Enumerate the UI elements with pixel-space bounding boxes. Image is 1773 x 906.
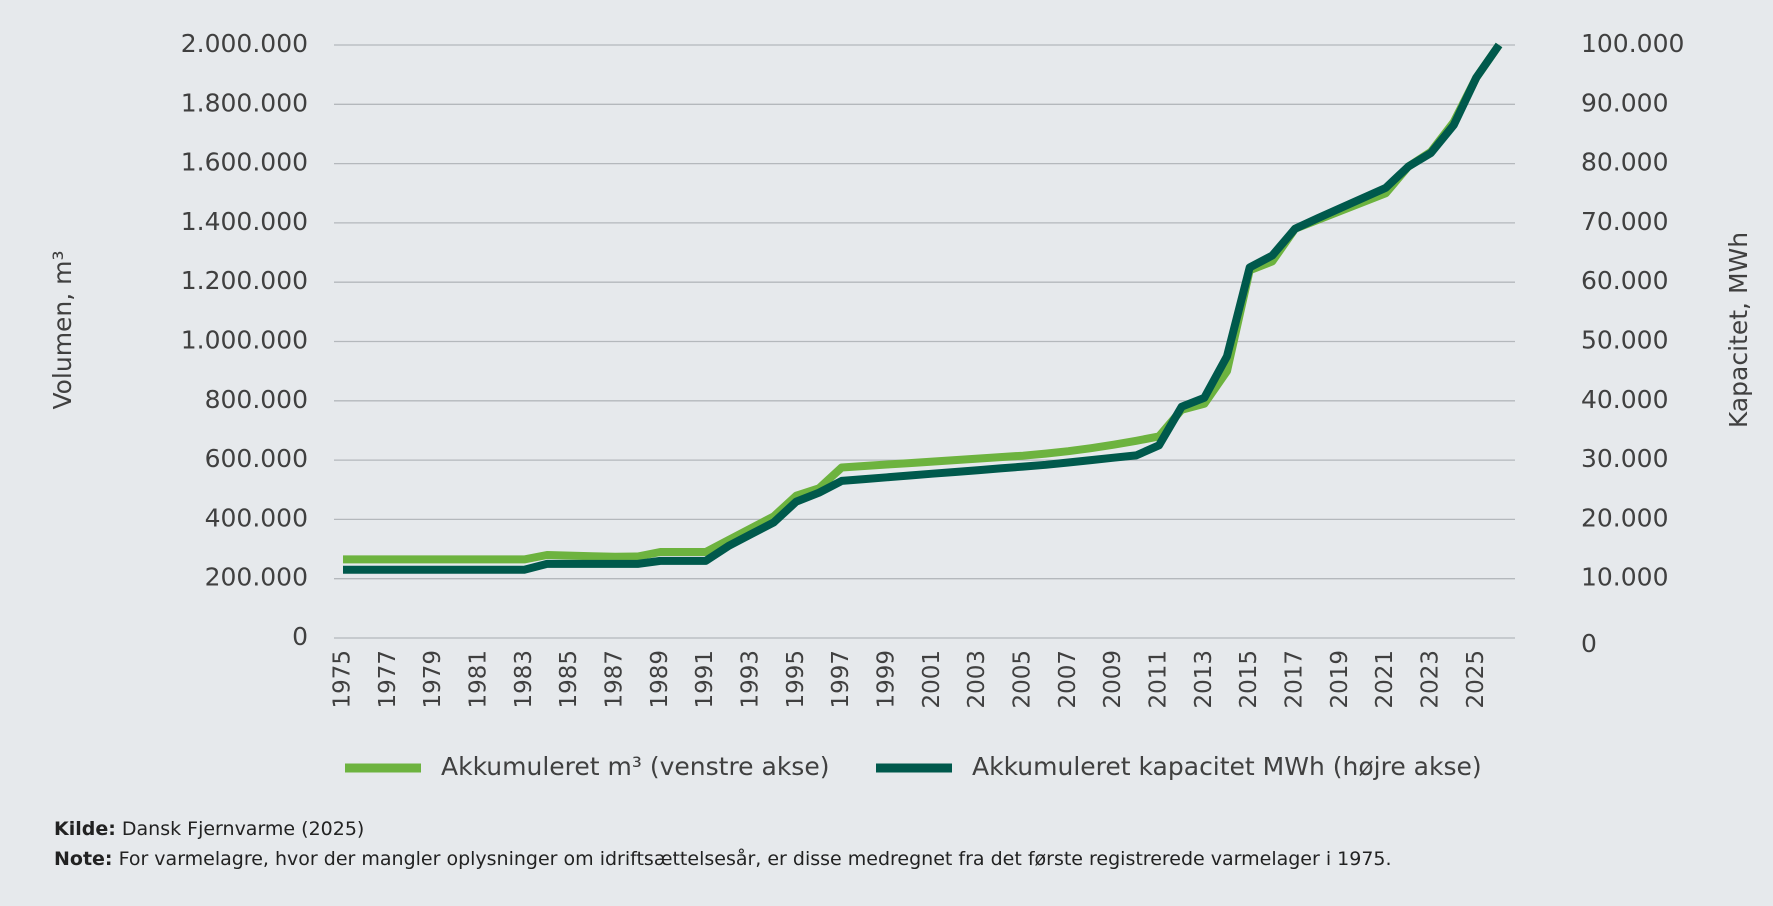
x-tick-label: 2023 <box>1418 650 1444 709</box>
x-tick-label: 1993 <box>738 650 764 709</box>
y-tick-label: 0 <box>292 622 308 651</box>
y2-tick-label: 100.000 <box>1581 29 1684 58</box>
x-tick-label: 1997 <box>828 650 854 709</box>
y-axis-title: Volumen, m³ <box>48 250 77 409</box>
y-tick-label: 1.600.000 <box>181 148 308 177</box>
x-tick-label: 1991 <box>692 650 718 709</box>
source-text: Dansk Fjernvarme (2025) <box>122 818 364 840</box>
y2-tick-label: 70.000 <box>1581 207 1668 236</box>
y2-tick-label: 90.000 <box>1581 88 1668 117</box>
source: Kilde: Dansk Fjernvarme (2025) <box>54 818 364 840</box>
x-tick-label: 2007 <box>1055 650 1081 709</box>
y-tick-label: 1.200.000 <box>181 266 308 295</box>
x-tick-label: 2011 <box>1146 650 1172 709</box>
y-tick-label: 200.000 <box>205 563 308 592</box>
note: Note: For varmelagre, hvor der mangler o… <box>54 847 1392 870</box>
y2-tick-label: 50.000 <box>1581 326 1668 355</box>
y-tick-label: 1.400.000 <box>181 207 308 236</box>
y-tick-label: 400.000 <box>205 503 308 532</box>
y2-tick-label: 60.000 <box>1581 266 1668 295</box>
y-tick-label: 1.000.000 <box>181 326 308 355</box>
y2-axis-title: Kapacitet, MWh <box>1724 232 1753 428</box>
y2-tick-label: 0 <box>1581 629 1597 658</box>
x-tick-label: 1999 <box>874 650 900 709</box>
x-tick-label: 1979 <box>420 650 446 709</box>
series-line <box>343 42 1503 564</box>
y2-tick-label: 80.000 <box>1581 148 1668 177</box>
y-tick-label: 600.000 <box>205 444 308 473</box>
note-label: Note: <box>54 848 113 870</box>
x-tick-label: 2003 <box>964 650 990 709</box>
x-tick-label: 2013 <box>1191 650 1217 709</box>
x-tick-label: 1983 <box>511 650 537 709</box>
x-tick-label: 2017 <box>1282 650 1308 709</box>
x-tick-label: 2019 <box>1327 650 1353 709</box>
x-tick-label: 1995 <box>783 650 809 709</box>
series-line <box>343 42 1503 574</box>
x-tick-label: 2005 <box>1010 650 1036 709</box>
legend-label: Akkumuleret kapacitet MWh (højre akse) <box>972 752 1482 781</box>
x-tick-label: 1989 <box>647 650 673 709</box>
x-tick-label: 2021 <box>1372 650 1398 709</box>
x-tick-label: 1975 <box>330 650 356 709</box>
y2-tick-label: 30.000 <box>1581 444 1668 473</box>
x-tick-label: 2015 <box>1236 650 1262 709</box>
y-tick-label: 800.000 <box>205 385 308 414</box>
y2-tick-label: 20.000 <box>1581 503 1668 532</box>
source-label: Kilde: <box>54 818 116 840</box>
x-tick-label: 2001 <box>919 650 945 709</box>
x-tick-label: 2025 <box>1463 650 1489 709</box>
note-text: For varmelagre, hvor der mangler oplysni… <box>119 847 1392 870</box>
y2-tick-label: 40.000 <box>1581 385 1668 414</box>
x-tick-label: 1981 <box>466 650 492 709</box>
y-tick-label: 1.800.000 <box>181 88 308 117</box>
y-tick-label: 2.000.000 <box>181 29 308 58</box>
legend-label: Akkumuleret m³ (venstre akse) <box>441 752 829 781</box>
x-tick-label: 1985 <box>556 650 582 709</box>
x-tick-label: 1977 <box>375 650 401 709</box>
y2-tick-label: 10.000 <box>1581 563 1668 592</box>
x-tick-label: 1987 <box>602 650 628 709</box>
x-tick-label: 2009 <box>1100 650 1126 709</box>
